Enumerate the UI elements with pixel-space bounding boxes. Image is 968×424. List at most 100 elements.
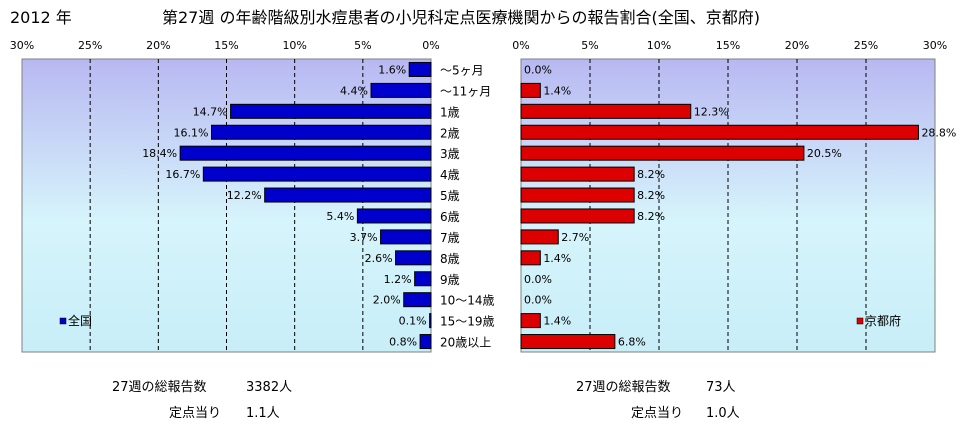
right-data-label: 2.7% — [561, 231, 589, 244]
left-bar — [419, 334, 432, 350]
right-bar — [520, 313, 541, 329]
left-bar — [395, 250, 432, 266]
category-label: 8歳 — [440, 252, 460, 266]
left-data-label: 14.7% — [193, 105, 228, 118]
right-data-label: 28.8% — [921, 126, 956, 139]
left-bar — [370, 82, 432, 98]
right-bar — [520, 187, 635, 203]
left-data-label: 5.4% — [326, 210, 354, 223]
category-label: 10～14歳 — [440, 294, 495, 308]
left-per-value: 1.1人 — [246, 406, 280, 421]
left-chart-national: 0% 5% 10% 15% 20% 25% 30% 1.6% 4.4% 14.7% 16.1% 18.… — [10, 39, 440, 353]
right-chart-kyoto: 0% 5% 10% 15% 20% 25% 30% 0.0% 1.4% 12.3% 28.8% 20.… — [512, 39, 956, 353]
right-bar — [520, 82, 541, 98]
left-data-label: 16.7% — [165, 168, 200, 181]
category-label: 7歳 — [440, 231, 460, 245]
right-bar — [520, 334, 616, 350]
left-tick-label: 25% — [78, 39, 102, 52]
right-bar — [520, 124, 919, 140]
left-tick-label: 30% — [10, 39, 34, 52]
left-legend-label: 全国 — [68, 313, 92, 328]
left-bar — [202, 166, 432, 182]
right-tick-label: 5% — [581, 39, 598, 52]
left-data-label: 18.4% — [142, 147, 177, 160]
left-bar — [264, 187, 432, 203]
category-label: ～5ヶ月 — [440, 63, 484, 77]
right-per-label: 定点当り — [631, 406, 684, 421]
right-total-value: 73人 — [706, 380, 736, 395]
category-label: 6歳 — [440, 210, 460, 224]
left-per-label: 定点当り — [169, 406, 222, 421]
right-per-value: 1.0人 — [706, 406, 740, 421]
right-data-label: 0.0% — [524, 294, 552, 307]
right-bar — [520, 229, 559, 245]
right-data-label: 12.3% — [694, 105, 729, 118]
category-label: 2歳 — [440, 126, 460, 140]
right-tick-label: 10% — [647, 39, 671, 52]
left-bar — [403, 292, 432, 308]
left-data-label: 0.8% — [389, 336, 417, 349]
right-data-label: 1.4% — [543, 84, 571, 97]
right-tick-label: 0% — [512, 39, 529, 52]
left-tick-label: 0% — [422, 39, 439, 52]
left-bar — [211, 124, 432, 140]
left-bar — [230, 103, 432, 119]
right-bar — [520, 166, 635, 182]
category-label: 15～19歳 — [440, 315, 495, 329]
right-data-label: 1.4% — [543, 315, 571, 328]
right-total-label: 27週の総報告数 — [576, 380, 671, 395]
chart-svg: 0% 5% 10% 15% 20% 25% 30% 1.6% 4.4% 14.7% 16.1% 18.… — [10, 39, 956, 353]
category-labels: ～5ヶ月 ～11ヶ月 1歳 2歳 3歳 4歳 5歳 6歳 7歳 8歳 9歳 10～14歳 15～19歳 2… — [440, 63, 495, 349]
year-label: 2012 年 — [10, 8, 72, 27]
left-total-value: 3382人 — [246, 380, 293, 395]
left-tick-label: 5% — [354, 39, 371, 52]
category-label: 1歳 — [440, 105, 460, 119]
left-tick-label: 10% — [282, 39, 306, 52]
right-data-label: 1.4% — [543, 252, 571, 265]
left-data-label: 1.6% — [378, 63, 406, 76]
left-bar — [380, 229, 432, 245]
right-tick-label: 15% — [716, 39, 740, 52]
left-data-label: 12.2% — [227, 189, 262, 202]
left-data-label: 16.1% — [174, 126, 209, 139]
right-bar — [520, 145, 805, 161]
right-bar — [520, 103, 692, 119]
category-label: 9歳 — [440, 273, 460, 287]
category-label: 5歳 — [440, 189, 460, 203]
left-total-label: 27週の総報告数 — [112, 380, 207, 395]
left-bar — [356, 208, 432, 224]
category-label: 3歳 — [440, 147, 460, 161]
right-data-label: 20.5% — [807, 147, 842, 160]
right-bar — [520, 208, 635, 224]
left-data-label: 2.0% — [373, 294, 401, 307]
left-bar — [429, 313, 432, 329]
right-legend-swatch — [856, 317, 864, 325]
left-bar — [408, 61, 432, 77]
right-data-label: 8.2% — [637, 189, 665, 202]
right-tick-label: 25% — [854, 39, 878, 52]
left-legend-swatch — [59, 317, 67, 325]
category-label: 20歳以上 — [440, 336, 491, 350]
right-data-label: 8.2% — [637, 210, 665, 223]
chart-title: 第27週 の年齢階級別水痘患者の小児科定点医療機関からの報告割合(全国、京都府) — [162, 8, 760, 27]
category-label: ～11ヶ月 — [440, 84, 491, 98]
right-bar — [520, 250, 541, 266]
left-tick-label: 15% — [214, 39, 238, 52]
left-bar — [414, 271, 432, 287]
right-tick-label: 30% — [923, 39, 947, 52]
right-data-label: 6.8% — [618, 336, 646, 349]
left-bar — [179, 145, 432, 161]
category-label: 4歳 — [440, 168, 460, 182]
right-data-label: 0.0% — [524, 63, 552, 76]
left-data-label: 3.7% — [350, 231, 378, 244]
left-data-label: 1.2% — [384, 273, 412, 286]
left-data-label: 0.1% — [399, 315, 427, 328]
right-data-label: 0.0% — [524, 273, 552, 286]
right-data-label: 8.2% — [637, 168, 665, 181]
left-data-label: 4.4% — [340, 84, 368, 97]
right-legend-label: 京都府 — [865, 313, 901, 328]
left-tick-label: 20% — [146, 39, 170, 52]
left-data-label: 2.6% — [365, 252, 393, 265]
right-tick-label: 20% — [785, 39, 809, 52]
